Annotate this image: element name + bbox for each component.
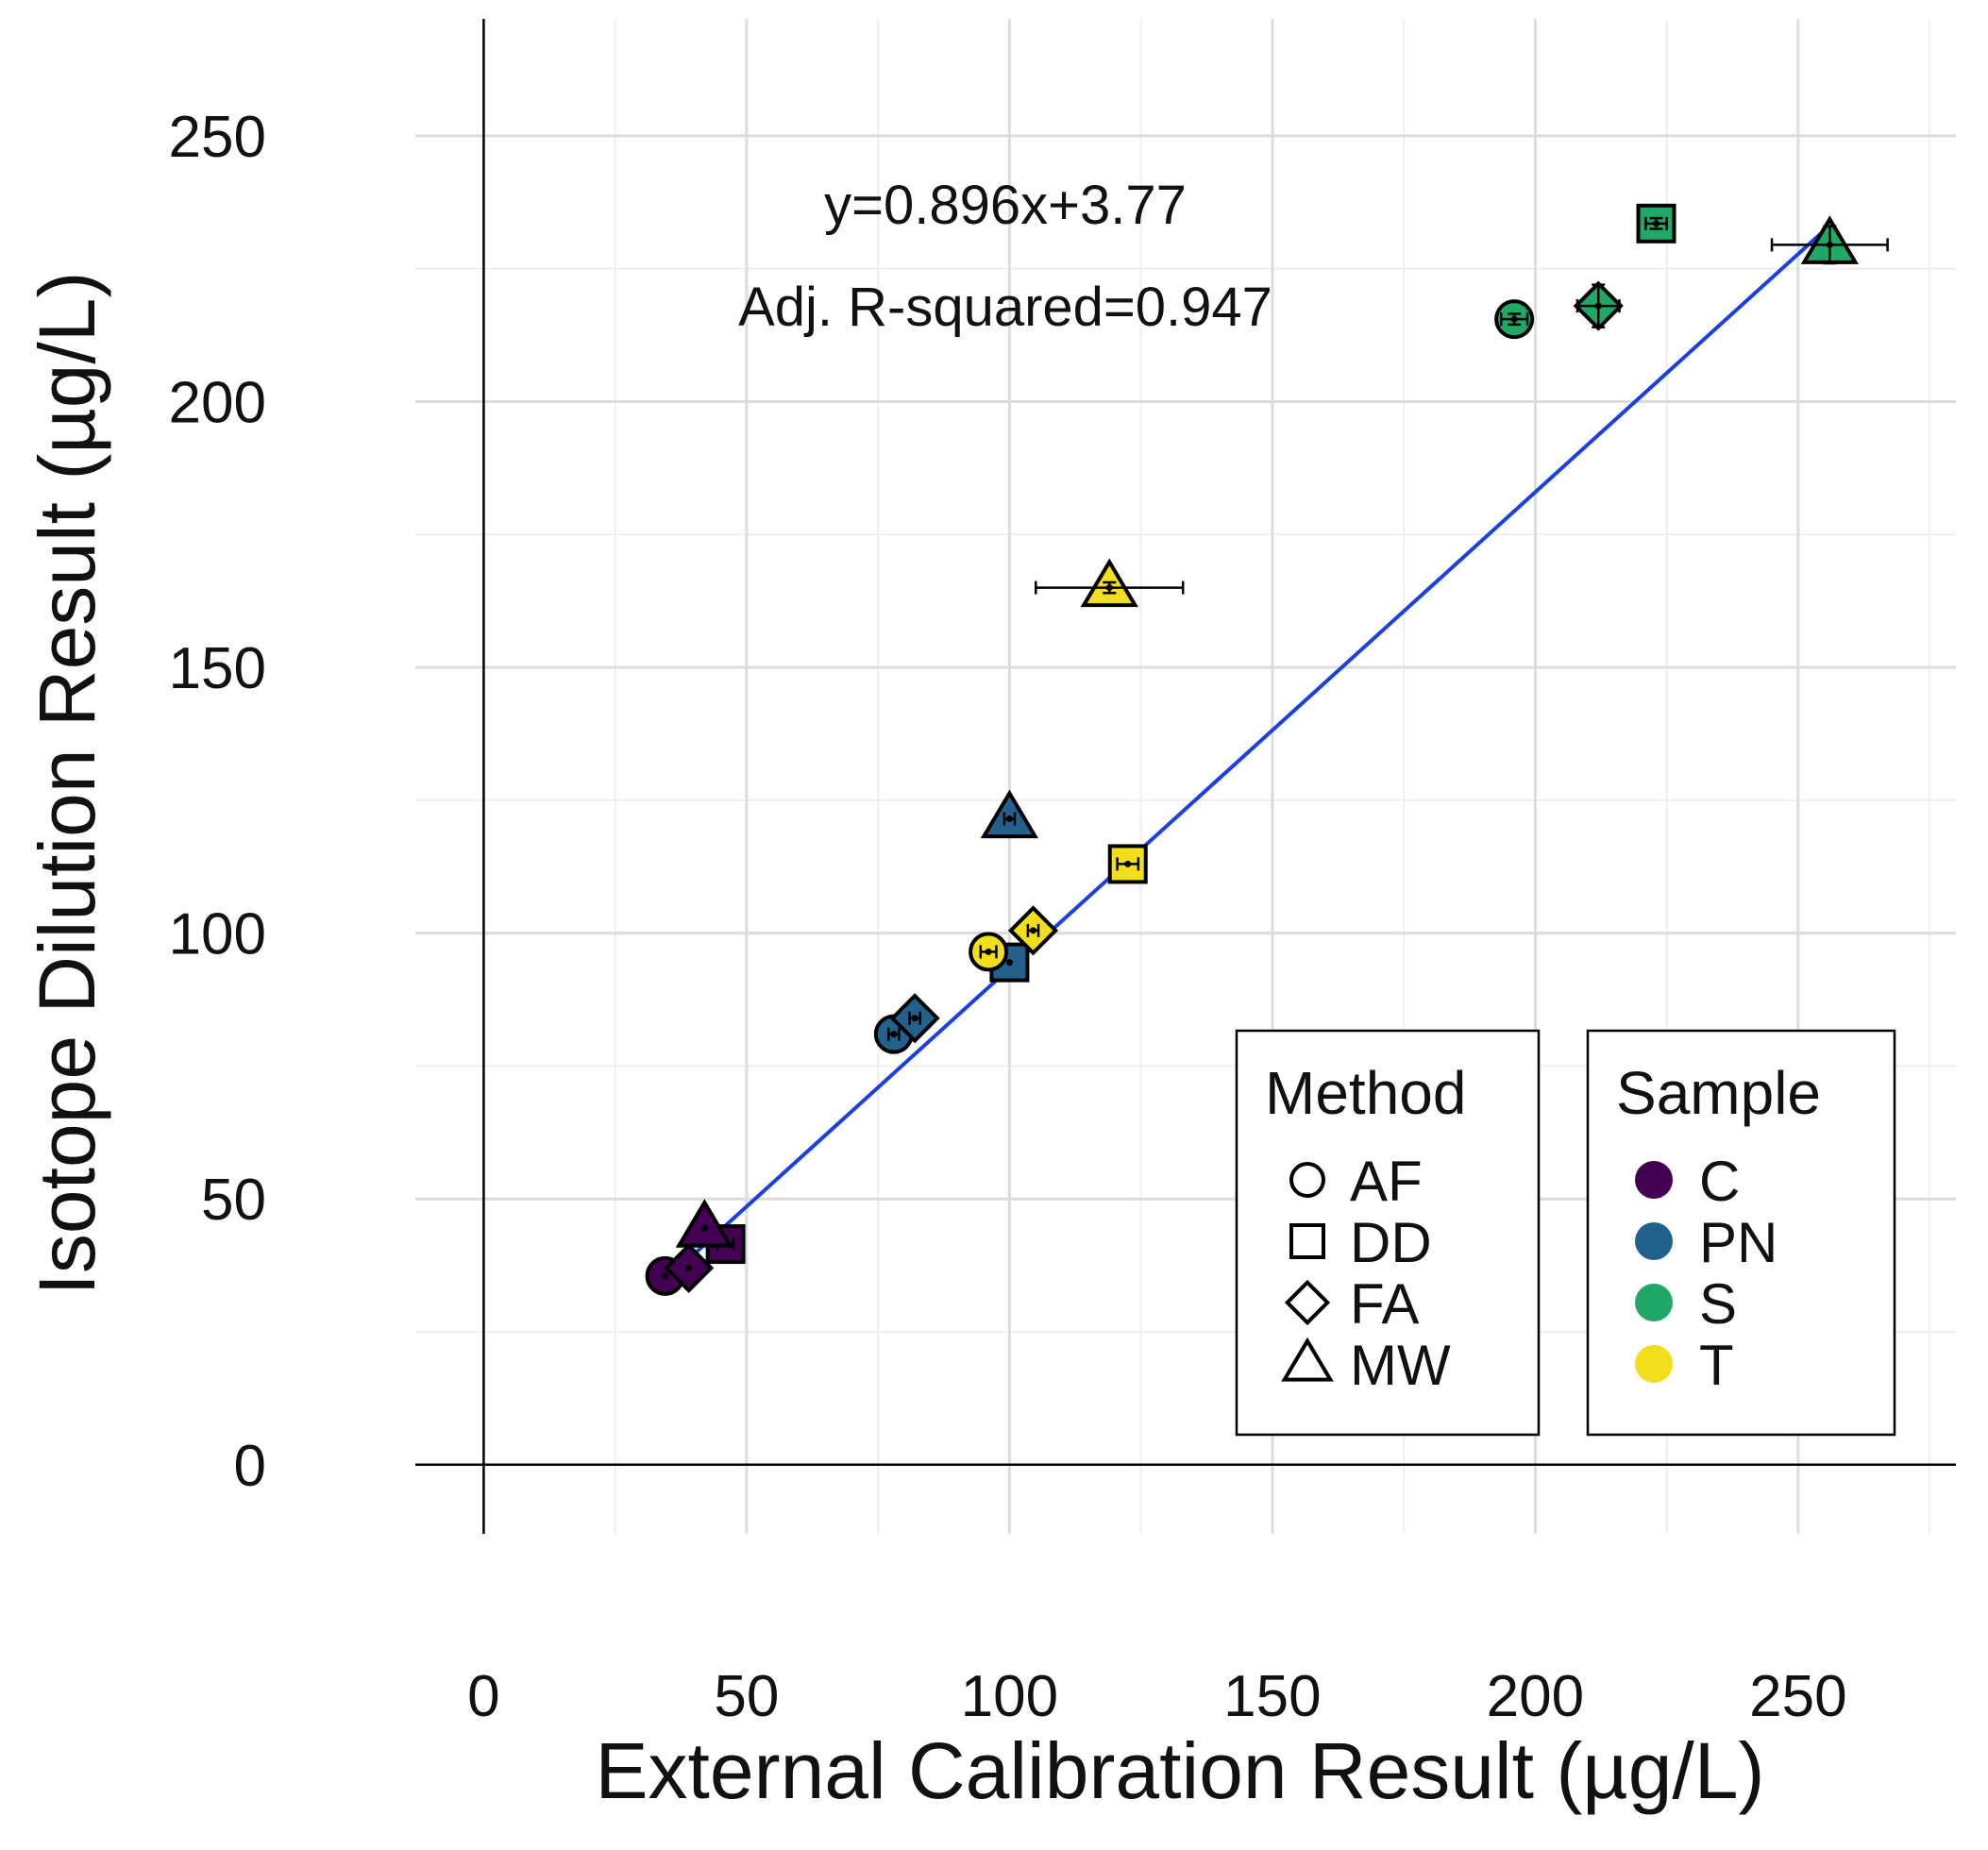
y-axis-title: Isotope Dilution Result (µg/L): [23, 272, 111, 1296]
sample-legend-item-s: S: [1635, 1272, 1737, 1336]
y-tick-label: 100: [169, 902, 266, 967]
y-tick-label: 0: [234, 1434, 266, 1499]
r-squared-label: Adj. R-squared=0.947: [738, 277, 1272, 338]
x-tick-label: 150: [1223, 1664, 1321, 1729]
point-center-dot: [685, 1264, 693, 1271]
sample-legend-label: PN: [1699, 1211, 1777, 1274]
method-legend-item-dd: DD: [1289, 1211, 1432, 1274]
point-center-dot: [890, 1031, 898, 1038]
color-swatch-icon: [1635, 1222, 1673, 1260]
data-point-dd-s: [1636, 203, 1676, 244]
y-tick-label: 200: [169, 370, 266, 435]
x-axis-title: External Calibration Result (µg/L): [596, 1726, 1765, 1815]
data-point-fa-pn: [889, 993, 940, 1044]
y-tick-label: 50: [201, 1168, 266, 1233]
regression-line: [664, 224, 1831, 1282]
data-point-fa-c: [664, 1242, 715, 1293]
point-center-dot: [1826, 241, 1833, 248]
color-swatch-icon: [1635, 1161, 1673, 1199]
data-point-mw-t: [1035, 558, 1185, 608]
y-tick-label: 150: [169, 636, 266, 701]
point-center-dot: [1510, 315, 1518, 323]
data-point-dd-t: [1107, 844, 1148, 884]
x-tick-label: 250: [1749, 1664, 1846, 1729]
color-swatch-icon: [1635, 1284, 1673, 1321]
data-point-fa-t: [1007, 905, 1059, 956]
x-tick-labels: 0 50 100 150 200 250: [467, 1664, 1846, 1729]
axes: [415, 19, 1956, 1534]
method-legend-label: DD: [1350, 1211, 1432, 1274]
method-legend-label: AF: [1350, 1150, 1423, 1213]
x-tick-label: 100: [961, 1664, 1058, 1729]
point-center-dot: [911, 1015, 918, 1022]
triangle-icon: [1281, 1337, 1334, 1382]
x-tick-label: 200: [1487, 1664, 1584, 1729]
data-point-mw-pn: [980, 789, 1039, 839]
point-center-dot: [1653, 220, 1660, 227]
sample-legend-item-t: T: [1635, 1334, 1734, 1397]
diamond-icon: [1284, 1279, 1331, 1326]
data-point-mw-c: [675, 1199, 734, 1248]
square-icon: [1289, 1223, 1325, 1259]
point-marker: [675, 1199, 734, 1248]
data-point-fa-s: [1573, 280, 1624, 331]
point-center-dot: [985, 948, 992, 955]
sample-legend-item-pn: PN: [1635, 1211, 1777, 1274]
sample-legend-label: S: [1699, 1272, 1737, 1336]
point-center-dot: [1005, 959, 1013, 967]
point-center-dot: [1005, 816, 1013, 823]
method-legend-box: [1235, 1029, 1541, 1437]
point-center-dot: [662, 1272, 669, 1280]
data-point-af-t: [969, 932, 1009, 972]
point-center-dot: [1594, 302, 1602, 310]
x-tick-label: 0: [467, 1664, 499, 1729]
point-marker: [980, 789, 1039, 839]
point-center-dot: [1124, 860, 1132, 867]
method-legend-item-fa: FA: [1284, 1272, 1419, 1336]
circle-icon: [1289, 1162, 1325, 1198]
method-legend-label: MW: [1350, 1334, 1451, 1397]
data-point-mw-s: [1770, 215, 1889, 265]
y-tick-label: 250: [169, 105, 266, 170]
data-point-af-s: [1494, 299, 1535, 340]
point-center-dot: [700, 1224, 708, 1232]
method-legend-label: FA: [1350, 1272, 1419, 1336]
sample-legend-label: C: [1699, 1150, 1740, 1213]
point-center-dot: [1029, 927, 1036, 934]
grid: [415, 19, 1956, 1534]
sample-legend-title: Sample: [1616, 1059, 1821, 1127]
data-points: [645, 203, 1889, 1296]
method-legend-item-mw: MW: [1281, 1334, 1451, 1397]
method-legend-item-af: AF: [1289, 1150, 1423, 1213]
color-swatch-icon: [1635, 1345, 1673, 1383]
point-center-dot: [1105, 584, 1113, 592]
sample-legend-label: T: [1699, 1334, 1734, 1397]
sample-legend-item-c: C: [1635, 1150, 1740, 1213]
regression-equation: y=0.896x+3.77: [824, 175, 1187, 236]
y-tick-labels: 0 50 100 150 200 250: [169, 105, 266, 1499]
method-legend-title: Method: [1265, 1059, 1466, 1127]
x-tick-label: 50: [714, 1664, 779, 1729]
